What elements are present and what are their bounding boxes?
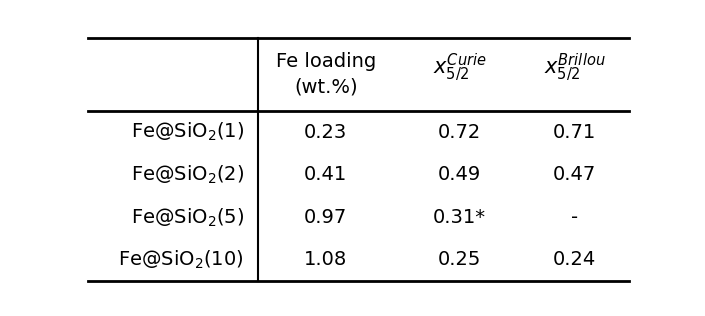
Text: 0.97: 0.97	[304, 208, 348, 227]
Text: 1.08: 1.08	[304, 251, 348, 270]
Text: $x_{5/2}^{\mathit{Brillou}}$: $x_{5/2}^{\mathit{Brillou}}$	[544, 51, 605, 83]
Text: 0.72: 0.72	[438, 123, 482, 142]
Text: 0.47: 0.47	[553, 165, 596, 184]
Text: 0.25: 0.25	[438, 251, 482, 270]
Text: 0.31*: 0.31*	[433, 208, 486, 227]
Text: 0.23: 0.23	[304, 123, 348, 142]
Text: 0.24: 0.24	[553, 251, 596, 270]
Text: 0.41: 0.41	[304, 165, 348, 184]
Text: 0.49: 0.49	[438, 165, 482, 184]
Text: Fe loading
(wt.%): Fe loading (wt.%)	[276, 52, 376, 96]
Text: Fe@SiO$_2$(2): Fe@SiO$_2$(2)	[130, 164, 244, 186]
Text: Fe@SiO$_2$(5): Fe@SiO$_2$(5)	[130, 206, 244, 228]
Text: $x_{5/2}^{\mathit{Curie}}$: $x_{5/2}^{\mathit{Curie}}$	[433, 51, 486, 83]
Text: 0.71: 0.71	[553, 123, 596, 142]
Text: Fe@SiO$_2$(1): Fe@SiO$_2$(1)	[130, 121, 244, 143]
Text: -: -	[571, 208, 578, 227]
Text: Fe@SiO$_2$(10): Fe@SiO$_2$(10)	[118, 249, 244, 271]
